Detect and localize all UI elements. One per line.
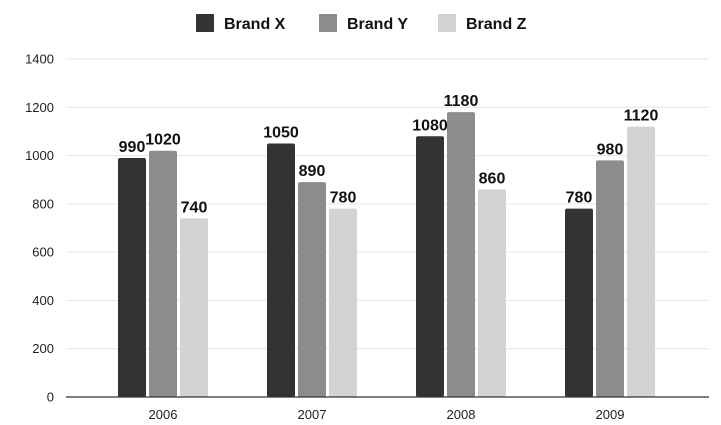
data-label: 1180 bbox=[444, 93, 479, 110]
x-tick-label: 2007 bbox=[298, 407, 327, 422]
data-label: 860 bbox=[479, 170, 506, 187]
bar-brand-x-2008 bbox=[416, 136, 444, 397]
bar-brand-z-2009 bbox=[627, 126, 655, 397]
y-axis: 0 200 400 600 800 1000 1200 1400 bbox=[25, 52, 54, 405]
bar-brand-y-2007 bbox=[298, 182, 326, 397]
y-tick-label: 1000 bbox=[25, 148, 54, 163]
bar-brand-y-2009 bbox=[596, 160, 624, 397]
data-label: 780 bbox=[330, 190, 357, 207]
legend-swatch bbox=[438, 14, 456, 32]
bar-brand-z-2006 bbox=[180, 218, 208, 397]
bar-brand-z-2007 bbox=[329, 208, 357, 397]
data-label: 780 bbox=[566, 190, 593, 207]
legend: Brand X Brand Y Brand Z bbox=[196, 14, 527, 33]
x-axis: 2006 2007 2008 2009 bbox=[66, 396, 709, 422]
data-labels: 990 1020740105089078010801180860780980112… bbox=[119, 93, 659, 216]
y-tick-label: 400 bbox=[32, 293, 54, 308]
y-tick-label: 800 bbox=[32, 196, 54, 211]
bar-brand-x-2006 bbox=[118, 157, 146, 397]
data-label: 1080 bbox=[412, 117, 448, 134]
bar-brand-y-2008 bbox=[447, 112, 475, 397]
bar-brand-x-2009 bbox=[565, 208, 593, 397]
x-tick-label: 2009 bbox=[596, 407, 625, 422]
y-tick-label: 600 bbox=[32, 245, 54, 260]
legend-swatch bbox=[319, 14, 337, 32]
bar-brand-z-2008 bbox=[478, 189, 506, 397]
x-tick-label: 2006 bbox=[149, 407, 178, 422]
bar-brand-x-2007 bbox=[267, 143, 295, 397]
legend-item-brand-z: Brand Z bbox=[438, 14, 527, 33]
data-label: 1050 bbox=[263, 125, 299, 142]
data-label: 1020 bbox=[145, 132, 181, 149]
y-tick-label: 1400 bbox=[25, 52, 54, 67]
data-label: 740 bbox=[181, 199, 208, 216]
legend-item-brand-x: Brand X bbox=[196, 14, 286, 33]
y-tick-label: 1200 bbox=[25, 100, 54, 115]
data-label: 980 bbox=[597, 141, 624, 158]
data-label: 990 bbox=[119, 139, 146, 156]
legend-swatch bbox=[196, 14, 214, 32]
bar-brand-y-2006 bbox=[149, 150, 177, 397]
legend-label: Brand X bbox=[224, 16, 286, 33]
data-label: 890 bbox=[299, 163, 326, 180]
y-tick-label: 200 bbox=[32, 341, 54, 356]
legend-item-brand-y: Brand Y bbox=[319, 14, 408, 33]
legend-label: Brand Z bbox=[466, 16, 527, 33]
x-tick-label: 2008 bbox=[447, 407, 476, 422]
data-label: 1120 bbox=[624, 108, 659, 125]
legend-label: Brand Y bbox=[347, 16, 408, 33]
bars bbox=[118, 112, 655, 397]
y-tick-label: 0 bbox=[47, 390, 54, 405]
